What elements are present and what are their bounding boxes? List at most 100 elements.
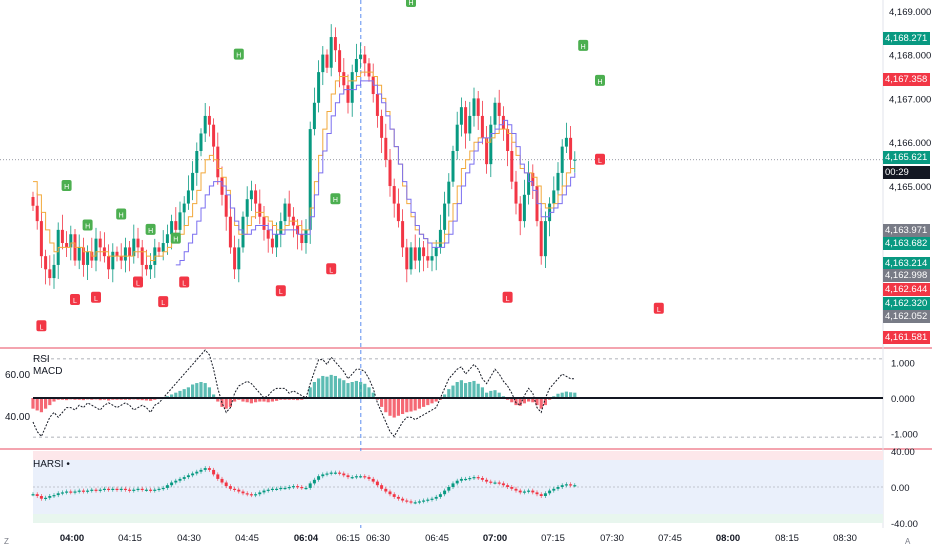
harsi-candle (434, 496, 438, 499)
signal-marker-low (36, 320, 47, 332)
macd-histogram-bar (212, 394, 216, 398)
time-axis-label: 04:30 (177, 533, 201, 544)
candle-body (308, 129, 312, 230)
harsi-candle (514, 488, 518, 491)
macd-axis-label: 1.000 (891, 358, 915, 369)
macd-histogram-bar (224, 398, 228, 409)
macd-histogram-bar (464, 383, 468, 398)
candle-body (39, 221, 43, 257)
harsi-candle (346, 475, 350, 478)
harsi-candle (94, 489, 98, 491)
harsi-candle (237, 489, 241, 492)
harsi-candle (149, 489, 153, 491)
macd-histogram-bar (98, 398, 102, 401)
harsi-candle (128, 489, 132, 491)
harsi-candle (573, 485, 577, 487)
harsi-candle (90, 489, 94, 491)
candle-body (464, 107, 468, 134)
macd-histogram-bar (144, 398, 148, 401)
candle-body (262, 216, 266, 230)
signal-marker-high (330, 193, 341, 205)
macd-histogram-bar (31, 398, 35, 409)
macd-histogram-bar (350, 382, 354, 398)
harsi-candle (367, 477, 371, 479)
overlay-line-1 (175, 80, 576, 266)
harsi-candle (350, 477, 354, 479)
harsi-candle (161, 487, 165, 490)
macd-histogram-bar (413, 398, 417, 411)
harsi-candle (216, 474, 220, 479)
rsi-legend[interactable]: RSI (33, 354, 50, 365)
price-axis-label: 4,165.000 (889, 182, 931, 193)
macd-histogram-bar (254, 398, 258, 403)
harsi-candle (338, 472, 342, 474)
macd-histogram-bar (367, 387, 371, 398)
signal-marker-label: L (73, 298, 77, 305)
harsi-candle (527, 490, 531, 492)
harsi-candle (275, 488, 279, 490)
harsi-candle (451, 483, 455, 487)
macd-histogram-bar (363, 383, 367, 398)
time-axis-label: 08:00 (715, 533, 741, 544)
harsi-candle (493, 482, 497, 484)
harsi-legend[interactable]: HARSI • (33, 459, 70, 470)
price-tag: 4,167.358 (883, 73, 930, 86)
harsi-candle (543, 493, 547, 496)
macd-histogram-bar (539, 398, 543, 409)
candle-body (254, 190, 258, 204)
macd-legend[interactable]: MACD (33, 366, 63, 377)
macd-histogram-bar (560, 392, 564, 398)
candle-body (258, 203, 262, 217)
timezone-toggle[interactable]: Z (4, 537, 9, 546)
harsi-candle (552, 488, 556, 491)
harsi-candle (212, 469, 216, 475)
macd-histogram-bar (174, 392, 178, 398)
signal-marker-high (145, 223, 156, 235)
macd-histogram-bar (434, 398, 438, 402)
harsi-candle (224, 482, 228, 487)
macd-histogram-bar (258, 398, 262, 402)
macd-histogram-bar (518, 398, 522, 406)
signal-marker-low (70, 293, 80, 305)
macd-histogram-bar (476, 383, 480, 398)
candle-body (321, 54, 325, 73)
macd-histogram-bar (338, 378, 342, 398)
candle-body (136, 238, 140, 248)
candle-body (228, 216, 232, 248)
signal-marker-label: L (136, 280, 140, 287)
macd-histogram-bar (233, 398, 237, 402)
candle-body (233, 247, 237, 270)
macd-histogram-bar (535, 398, 539, 406)
signal-marker-low (179, 276, 190, 288)
candle-body (354, 58, 358, 73)
macd-histogram-bar (480, 387, 484, 398)
candle-body (459, 107, 463, 125)
signal-marker-high (595, 74, 605, 86)
macd-histogram-bar (65, 398, 69, 401)
macd-histogram-bar (329, 374, 333, 398)
rsi-line (32, 349, 575, 438)
signal-marker-high (233, 48, 244, 60)
auto-scale-toggle[interactable]: A (905, 537, 911, 546)
candle-body (384, 137, 388, 160)
signal-marker-low (653, 302, 664, 314)
macd-histogram-bar (564, 391, 568, 398)
macd-histogram-bar (241, 398, 245, 402)
harsi-candle (375, 481, 379, 486)
candle-body (472, 98, 476, 116)
harsi-candle (77, 490, 81, 492)
candle-body (199, 133, 203, 151)
harsi-candle (102, 488, 106, 490)
candle-body (573, 159, 577, 161)
harsi-candle (497, 482, 501, 484)
harsi-candle (480, 478, 484, 480)
macd-histogram-bar (396, 398, 400, 416)
harsi-candle (291, 486, 295, 488)
harsi-candle (401, 498, 405, 501)
harsi-candle (140, 488, 144, 490)
candle-body (493, 102, 497, 125)
harsi-candle (60, 492, 64, 494)
candle-body (144, 264, 148, 270)
